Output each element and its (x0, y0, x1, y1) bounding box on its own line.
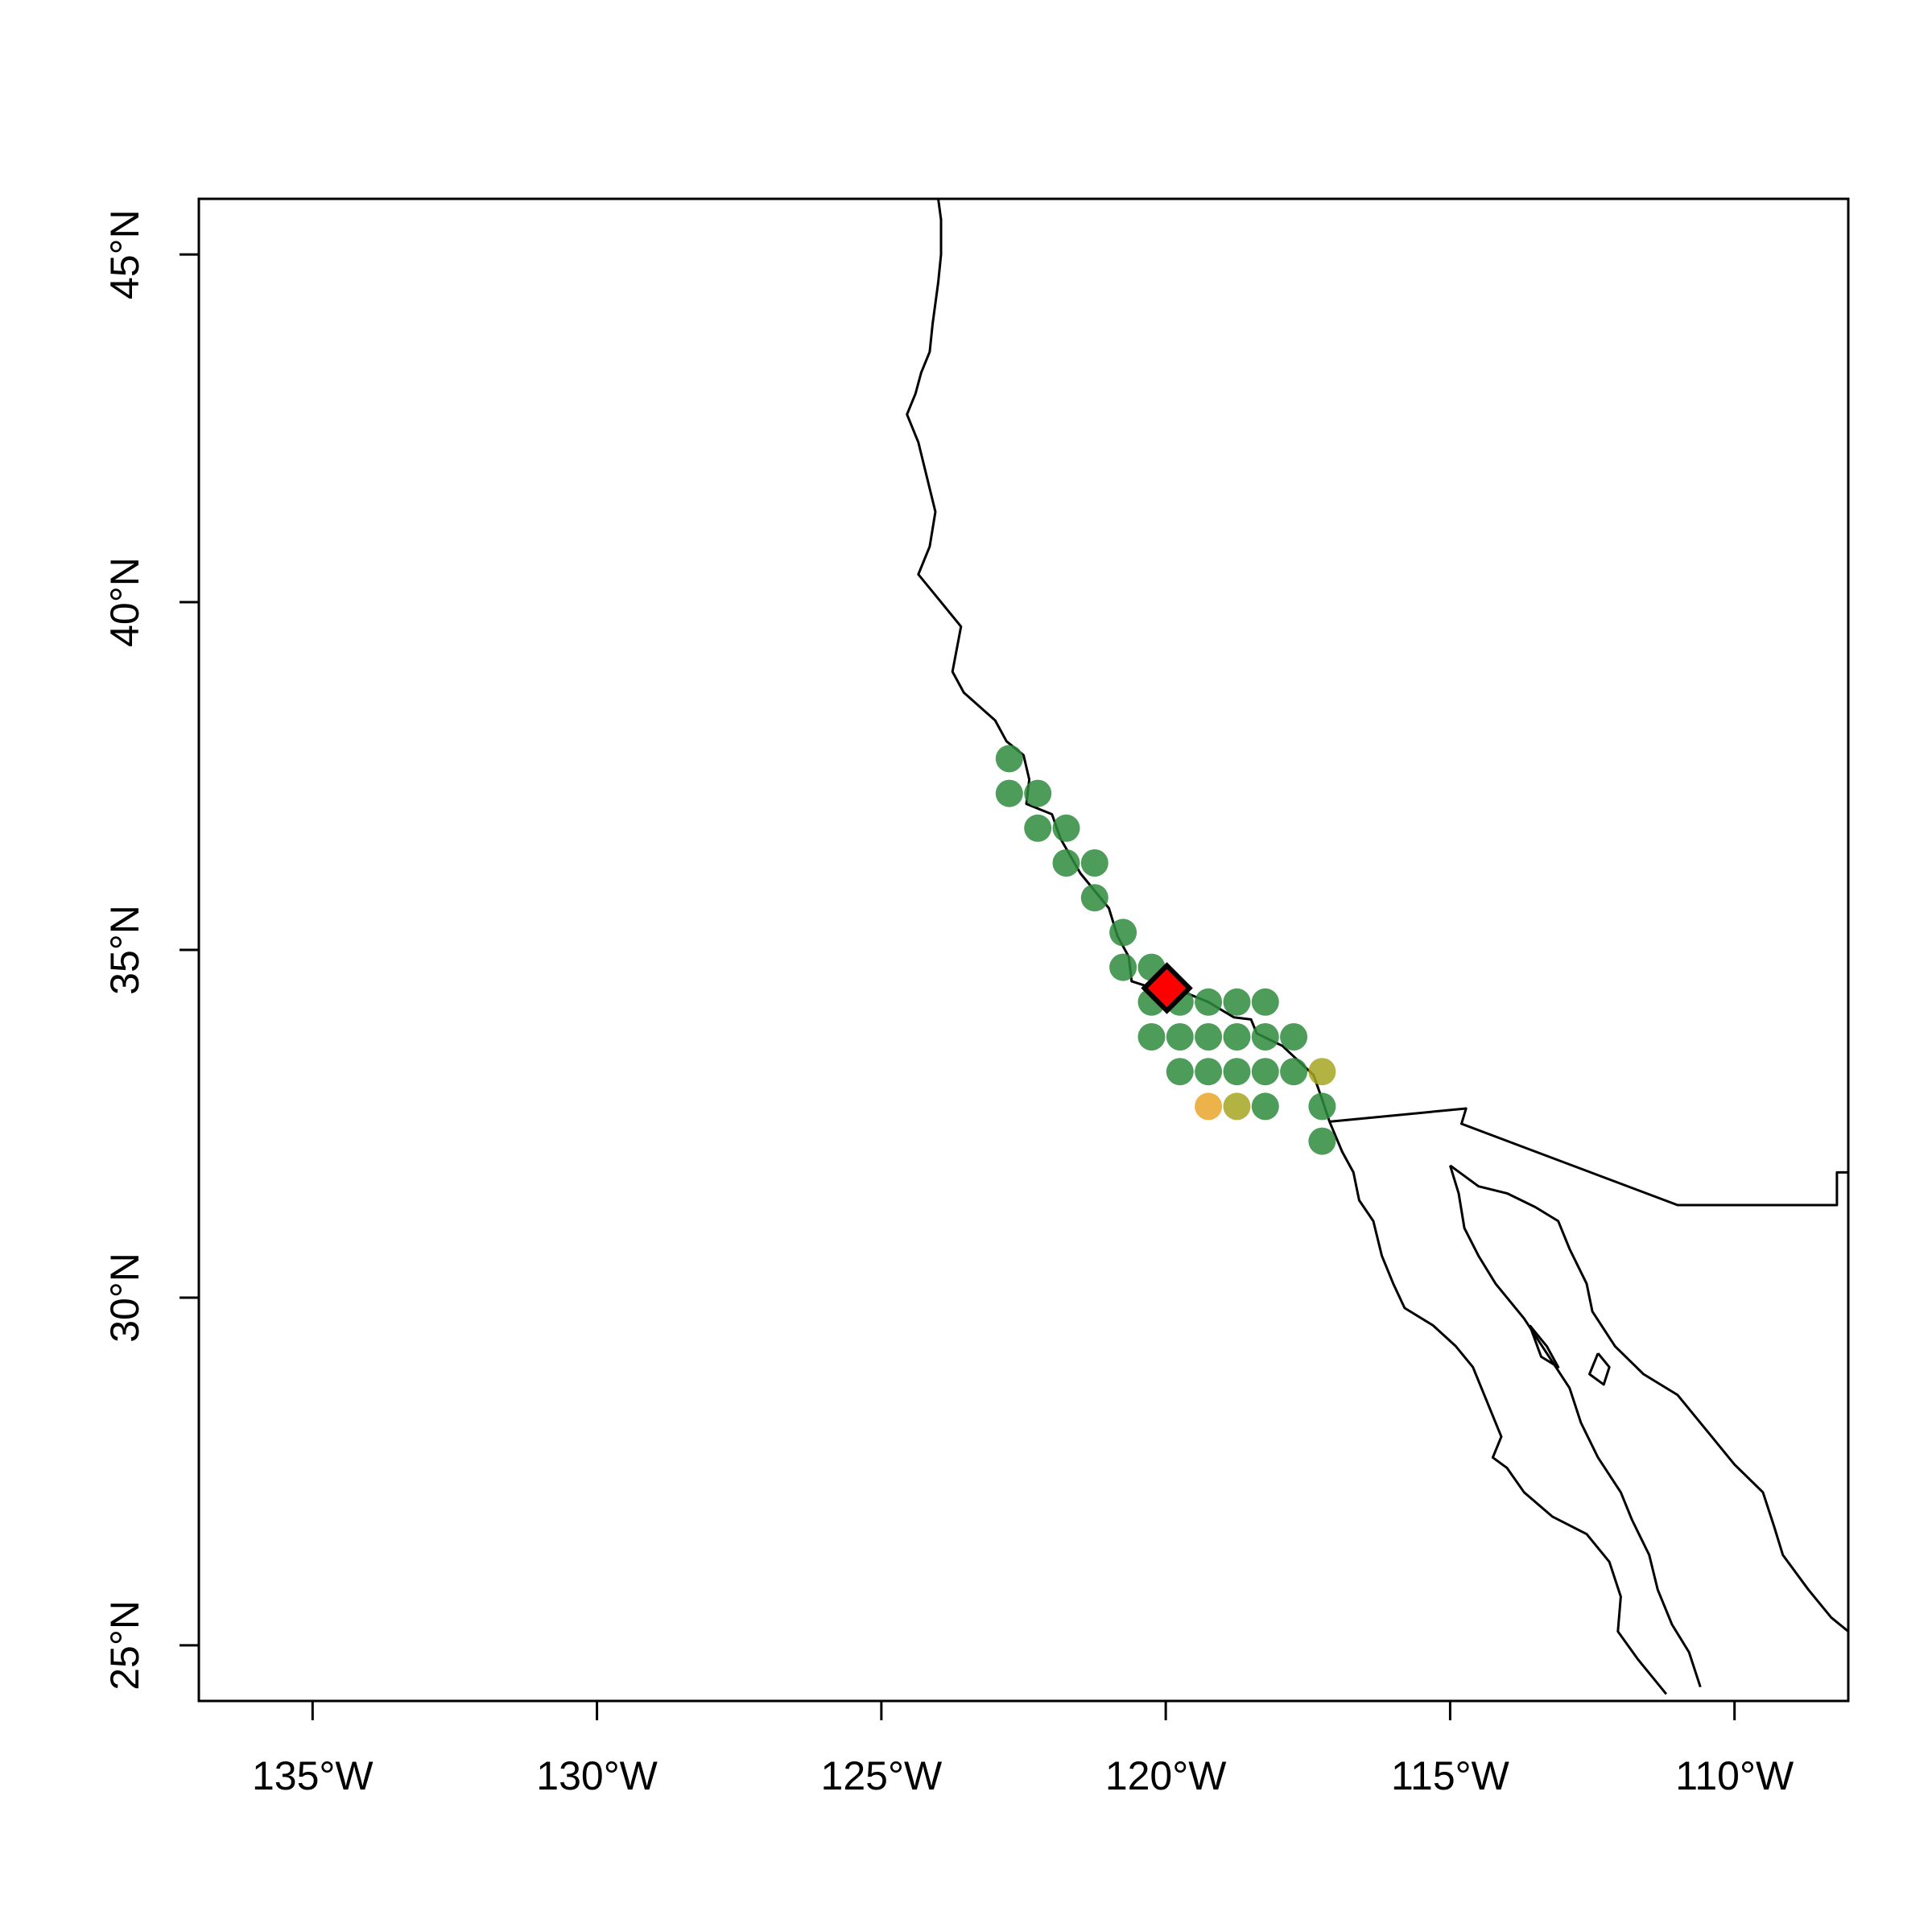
y-axis: 25°N 30°N 35°N 40°N 45°N (102, 209, 199, 1690)
x-tick-label: 125°W (821, 1753, 943, 1798)
coastline-gulf-east (1449, 1164, 1848, 1633)
grid-point (1251, 1058, 1279, 1086)
grid-point (1024, 814, 1052, 842)
grid-points-layer (995, 745, 1336, 1155)
grid-point (1195, 1058, 1223, 1086)
grid-point (1195, 1023, 1223, 1051)
coastline-baja-pacific (1328, 1121, 1668, 1695)
grid-point (1195, 1092, 1223, 1121)
grid-point (1223, 1023, 1251, 1051)
y-tick-label: 25°N (102, 1600, 147, 1690)
x-tick-label: 110°W (1675, 1753, 1794, 1798)
x-tick-label: 120°W (1105, 1753, 1227, 1798)
grid-point (995, 745, 1023, 773)
y-tick-label: 45°N (102, 209, 147, 299)
coastline-tiburon (1588, 1352, 1611, 1386)
grid-point (1137, 1023, 1166, 1051)
grid-point (1308, 1127, 1336, 1155)
y-tick-label: 30°N (102, 1253, 147, 1343)
plot-frame (197, 197, 1850, 1703)
grid-point (1308, 1058, 1336, 1086)
grid-point (1280, 1023, 1308, 1051)
highlight-layer (1141, 962, 1193, 1014)
grid-point (1166, 1058, 1194, 1086)
grid-point (1052, 849, 1080, 877)
x-tick-label: 135°W (252, 1753, 374, 1798)
grid-point (1195, 988, 1223, 1016)
coastline-gulf-west (1448, 1165, 1702, 1688)
grid-point (995, 779, 1023, 807)
grid-point (1223, 988, 1251, 1016)
grid-point (1251, 988, 1279, 1016)
grid-point (1080, 849, 1108, 877)
grid-point (1024, 779, 1052, 807)
x-axis: 135°W 130°W 125°W 120°W 115°W 110°W (252, 1701, 1794, 1798)
coastline-angel-island (1528, 1324, 1560, 1368)
y-tick-label: 35°N (102, 905, 147, 995)
grid-point (1109, 953, 1137, 981)
grid-point (1251, 1023, 1279, 1051)
grid-point (1052, 814, 1080, 842)
grid-point (1166, 1023, 1194, 1051)
grid-point (1308, 1092, 1336, 1121)
y-tick-label: 40°N (102, 557, 147, 647)
grid-point (1080, 884, 1108, 912)
highlight-diamond (1141, 962, 1193, 1014)
coastline-layer (906, 199, 1848, 1695)
grid-point (1280, 1058, 1308, 1086)
grid-point (1223, 1092, 1251, 1121)
x-tick-label: 130°W (536, 1753, 658, 1798)
grid-point (1109, 919, 1137, 947)
coastline-border (1329, 1107, 1848, 1207)
coastline-us-coast (906, 199, 1331, 1122)
x-tick-label: 115°W (1391, 1753, 1510, 1798)
grid-point (1251, 1092, 1279, 1121)
grid-point (1223, 1058, 1251, 1086)
